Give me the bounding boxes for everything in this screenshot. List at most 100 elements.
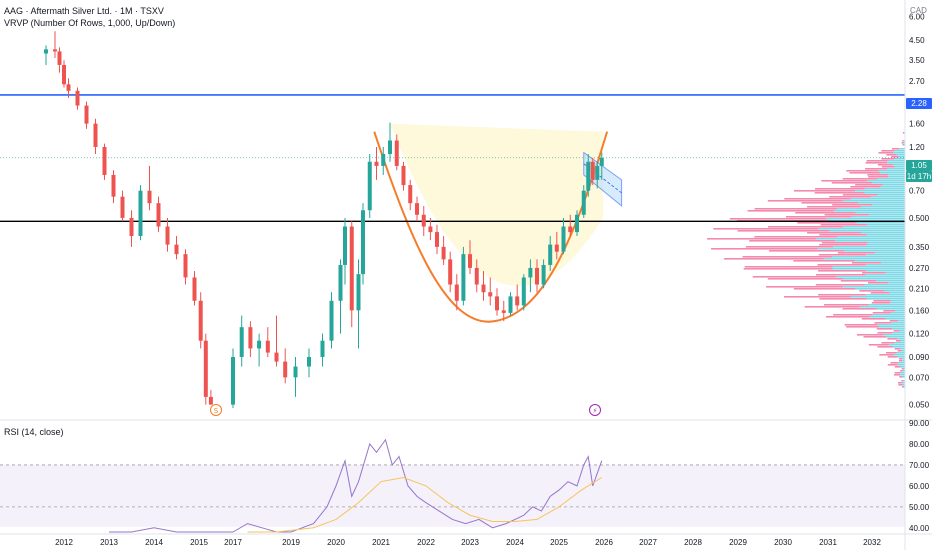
candle-body[interactable]	[535, 267, 539, 285]
candle-body[interactable]	[521, 277, 526, 306]
candle-body[interactable]	[84, 105, 89, 124]
time-tick-label: 2031	[819, 538, 837, 547]
rsi-legend[interactable]: RSI (14, close)	[4, 427, 64, 437]
volume-profile-up-bar	[856, 222, 905, 224]
candle-body[interactable]	[595, 165, 600, 180]
candle-body[interactable]	[381, 154, 386, 166]
candle-body[interactable]	[329, 300, 334, 341]
candle-body[interactable]	[307, 356, 311, 367]
volume-profile-down-bar	[818, 254, 867, 256]
dividend-s-icon[interactable]	[210, 404, 222, 416]
candle-body[interactable]	[198, 300, 203, 341]
candle-body[interactable]	[111, 174, 116, 197]
candle-body[interactable]	[293, 366, 298, 378]
candle-body[interactable]	[44, 49, 48, 54]
volume-profile-up-bar	[877, 324, 905, 326]
candle-body[interactable]	[388, 140, 392, 155]
candle-body[interactable]	[156, 203, 161, 227]
candle-body[interactable]	[367, 161, 372, 211]
candle-body[interactable]	[374, 161, 379, 166]
candle-body[interactable]	[441, 246, 446, 260]
event-markers[interactable]: S ⚡	[210, 404, 601, 416]
candle-body[interactable]	[575, 214, 579, 233]
candle-body[interactable]	[454, 284, 459, 301]
candle-body[interactable]	[203, 340, 208, 397]
candle-body[interactable]	[53, 49, 57, 52]
candle-body[interactable]	[265, 340, 270, 353]
candle-body[interactable]	[356, 274, 361, 311]
candle-body[interactable]	[401, 165, 406, 186]
candle-body[interactable]	[495, 296, 499, 311]
candle-body[interactable]	[435, 232, 439, 247]
candle-body[interactable]	[192, 277, 197, 301]
candle-body[interactable]	[474, 267, 479, 285]
candle-body[interactable]	[421, 214, 426, 227]
candle-body[interactable]	[568, 226, 573, 233]
candle-body[interactable]	[515, 296, 520, 306]
candle-body[interactable]	[283, 361, 288, 378]
candle-body[interactable]	[248, 327, 253, 349]
candle-body[interactable]	[488, 292, 493, 297]
candle-body[interactable]	[590, 161, 595, 180]
candle-body[interactable]	[208, 396, 213, 405]
candle-body[interactable]	[501, 310, 506, 313]
candle-body[interactable]	[481, 284, 486, 293]
candle-body[interactable]	[394, 140, 399, 166]
volume-profile-down-bar	[825, 316, 870, 318]
candle-body[interactable]	[461, 254, 466, 301]
candle-body[interactable]	[129, 217, 134, 237]
candle-body[interactable]	[102, 146, 107, 175]
candle-body[interactable]	[448, 259, 453, 285]
candle-body[interactable]	[338, 264, 343, 301]
volume-profile-up-bar	[888, 174, 905, 176]
candle-body[interactable]	[75, 90, 80, 106]
price-pane[interactable]	[0, 31, 905, 408]
candle-body[interactable]	[57, 51, 62, 65]
candle-body[interactable]	[528, 267, 533, 278]
price-tick-label: 3.50	[909, 56, 925, 65]
candle-body[interactable]	[349, 226, 354, 311]
rsi-pane[interactable]	[0, 438, 905, 533]
candle-body[interactable]	[548, 244, 553, 265]
candle-body[interactable]	[415, 203, 419, 215]
vrvp-legend[interactable]: VRVP (Number Of Rows, 1,000, Up/Down)	[4, 18, 176, 28]
candle-body[interactable]	[508, 296, 513, 313]
lightning-icon[interactable]	[589, 404, 601, 416]
candle-body[interactable]	[62, 64, 66, 85]
rsi-line[interactable]	[109, 438, 603, 533]
candle-body[interactable]	[66, 84, 71, 91]
candle-body[interactable]	[541, 264, 546, 285]
candle-body[interactable]	[274, 352, 279, 362]
candle-body[interactable]	[468, 254, 472, 268]
volume-profile-up-bar	[867, 224, 905, 226]
candle-body[interactable]	[174, 244, 179, 255]
volume-profile-up-bar	[900, 340, 905, 342]
candle-body[interactable]	[361, 210, 365, 275]
candle-body[interactable]	[561, 226, 566, 252]
symbol-legend[interactable]: AAG · Aftermath Silver Ltd. · 1M · TSXV	[4, 6, 164, 16]
candle-body[interactable]	[239, 327, 244, 357]
candle-body[interactable]	[138, 190, 143, 237]
candle-body[interactable]	[165, 226, 170, 245]
candle-body[interactable]	[231, 356, 235, 405]
volume-profile-up-bar	[851, 216, 905, 218]
candle-body[interactable]	[257, 340, 262, 349]
volume-profile-up-bar	[881, 262, 905, 264]
candle-body[interactable]	[183, 254, 188, 278]
candle-body[interactable]	[428, 226, 433, 233]
rsi-ma-line[interactable]	[247, 476, 603, 533]
candle-body[interactable]	[408, 185, 413, 204]
candle-body[interactable]	[120, 196, 125, 218]
volume-profile-up-bar	[900, 372, 905, 374]
candle-body[interactable]	[581, 190, 586, 215]
candle-body[interactable]	[599, 157, 604, 166]
candle-body[interactable]	[586, 161, 591, 191]
time-tick-label: 2029	[729, 538, 747, 547]
candle-body[interactable]	[93, 123, 98, 147]
candle-body[interactable]	[320, 340, 325, 357]
candle-body[interactable]	[343, 226, 347, 265]
candle-body[interactable]	[554, 244, 559, 252]
volume-profile-up-bar	[882, 184, 905, 186]
candle-body[interactable]	[147, 190, 152, 204]
